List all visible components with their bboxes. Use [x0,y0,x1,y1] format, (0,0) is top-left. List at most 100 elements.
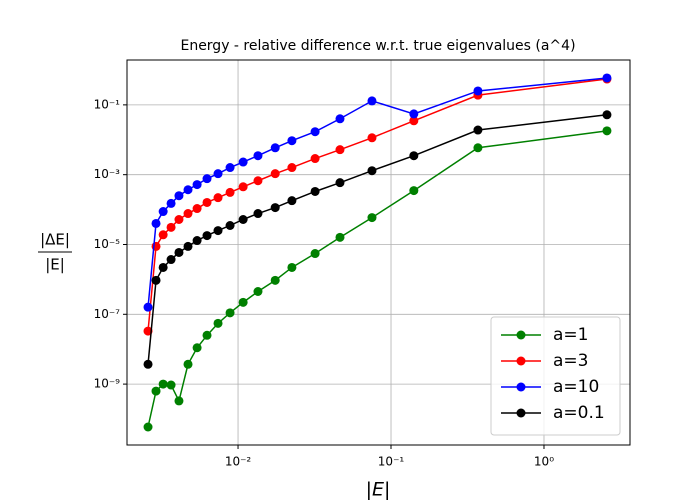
data-point [213,226,223,236]
data-point [409,186,419,196]
y-tick-label: 10⁻⁹ [94,377,121,391]
data-point [158,379,168,389]
legend-label: a=0.1 [553,403,605,423]
data-point [335,232,345,242]
legend-marker [516,382,526,392]
data-point [335,114,345,124]
series-line [147,78,608,332]
data-point [270,275,280,285]
data-point [473,143,483,153]
data-point [213,169,223,179]
data-point [367,96,377,106]
data-point [225,187,235,197]
y-tick-label: 10⁻³ [94,167,121,181]
data-point [166,222,176,232]
data-point [473,125,483,135]
data-point [310,249,320,259]
data-point [270,143,280,153]
data-point [183,359,193,369]
data-point [409,109,419,119]
y-axis-label-numerator: |ΔE| [40,231,70,249]
legend-label: a=1 [553,325,588,345]
data-point [202,231,212,241]
x-tick-label: 10⁻¹ [378,455,405,469]
data-point [158,230,168,240]
data-point [409,116,419,126]
data-point [183,185,193,195]
y-tick-label: 10⁻⁷ [94,307,121,321]
data-point [367,166,377,176]
plot-frame [126,59,631,446]
data-point [158,207,168,217]
data-point [310,186,320,196]
data-point [335,178,345,188]
data-point [143,359,153,369]
data-point [310,127,320,137]
data-point [225,163,235,173]
data-point [192,180,202,190]
data-point [151,275,161,285]
data-point [183,241,193,251]
data-point [213,318,223,328]
data-point [202,330,212,340]
data-point [202,174,212,184]
data-point [253,151,263,161]
data-point [192,204,202,214]
data-point [310,154,320,164]
data-point [213,193,223,203]
data-point [151,386,161,396]
data-point [166,380,176,390]
data-point [143,302,153,312]
data-point [174,396,184,406]
data-point [225,220,235,230]
data-point [192,343,202,353]
data-point [174,247,184,257]
data-point [602,110,612,120]
data-point [270,169,280,179]
data-point [143,422,153,432]
x-tick-label: 10⁻² [225,455,252,469]
data-point [253,176,263,186]
data-point [335,145,345,155]
x-axis-label: |E| [366,479,391,500]
data-point [183,209,193,219]
data-point [287,136,297,146]
data-point [238,214,248,224]
data-point [270,203,280,213]
data-point [602,73,612,83]
data-point [367,133,377,143]
data-point [174,191,184,201]
data-point [409,151,419,161]
data-point [367,213,377,223]
x-tick-label: 10⁰ [534,455,554,469]
y-tick-label: 10⁻⁵ [94,237,121,251]
legend-box [490,316,621,436]
legend-marker [516,330,526,340]
data-point [287,163,297,173]
data-point [238,297,248,307]
legend-label: a=10 [553,377,599,397]
data-point [287,196,297,206]
data-point [192,236,202,246]
data-point [158,262,168,272]
legend-marker [516,356,526,366]
data-point [166,255,176,265]
legend-marker [516,408,526,418]
y-axis-label-denominator: |E| [45,256,65,274]
data-point [166,198,176,208]
chart-title: Energy - relative difference w.r.t. true… [180,38,575,54]
data-point [151,218,161,228]
data-point [238,182,248,192]
series-line [147,77,608,308]
data-point [287,262,297,272]
legend-label: a=3 [553,351,588,371]
data-point [253,209,263,219]
y-tick-label: 10⁻¹ [94,97,121,111]
data-point [225,308,235,318]
data-point [473,86,483,96]
data-point [202,197,212,207]
data-point [238,157,248,167]
data-point [253,286,263,296]
data-point [602,126,612,136]
